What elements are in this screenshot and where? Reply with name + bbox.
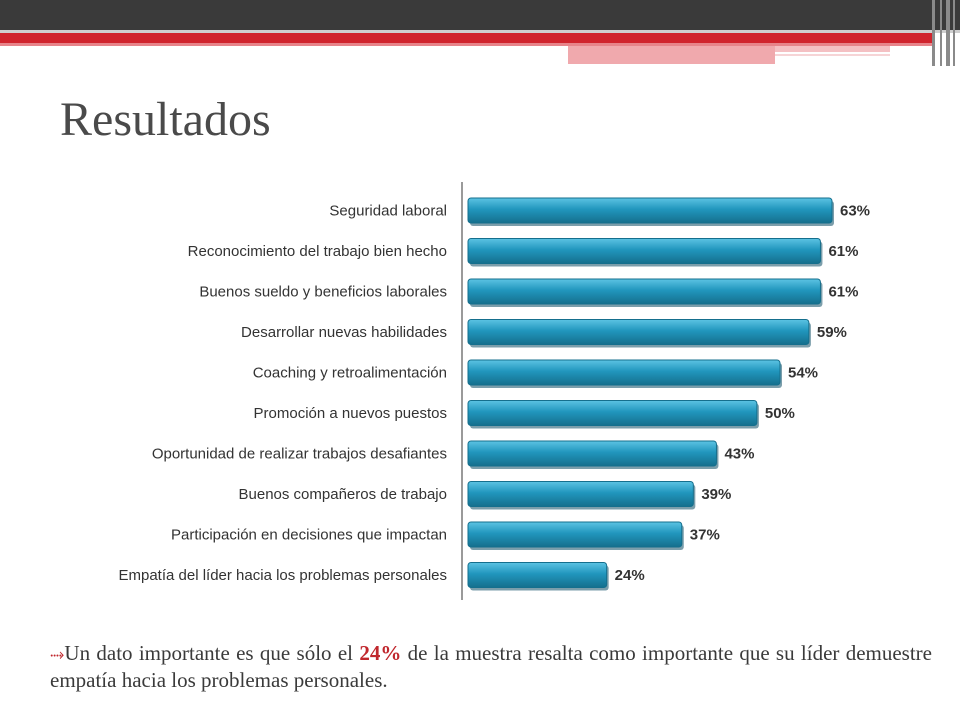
note-highlight: 24% [359,641,402,665]
value-label: 63% [840,203,870,220]
category-label: Promoción a nuevos puestos [254,405,447,422]
value-label: 61% [828,243,858,260]
header-pink-block [568,46,775,64]
header-pink-stripe [0,43,935,46]
value-label: 37% [690,527,720,544]
value-label: 43% [724,446,754,463]
note-text-after: de la muestra resalta como importante qu… [50,641,932,692]
bar [467,359,781,386]
header-vertical-line [940,0,942,66]
category-label: Buenos sueldo y beneficios laborales [199,284,447,301]
header-dark-bar [0,0,960,30]
value-label: 24% [615,567,645,584]
note-text-before: Un dato importante es que sólo el [64,641,360,665]
header-divider [0,30,960,33]
category-label: Coaching y retroalimentación [253,365,447,382]
header-vertical-line [953,0,955,66]
summary-note: ⤑Un dato importante es que sólo el 24% d… [50,640,932,693]
bullet-arrow-icon: ⤑ [50,644,65,664]
category-label: Reconocimiento del trabajo bien hecho [188,243,447,260]
header-light-line [775,54,890,56]
bar [467,400,758,426]
header-red-stripe [0,33,935,43]
bar [467,562,608,588]
header-pink-accent [775,46,890,52]
bar [467,278,821,305]
value-label: 39% [701,486,731,503]
value-label: 61% [828,284,858,301]
value-label: 59% [817,324,847,341]
category-label: Seguridad laboral [329,203,447,220]
value-label: 50% [765,405,795,422]
bar [467,440,717,467]
category-label: Desarrollar nuevas habilidades [241,324,447,341]
category-label: Buenos compañeros de trabajo [239,486,447,503]
category-label: Oportunidad de realizar trabajos desafia… [152,446,447,463]
bar [467,521,683,548]
bar [467,319,810,345]
bar [467,481,694,507]
category-label: Participación en decisiones que impactan [171,527,447,544]
header-vertical-line [946,0,950,66]
header-vertical-line [932,0,935,66]
category-label: Empatía del líder hacia los problemas pe… [118,567,447,584]
slide-title: Resultados [60,93,271,146]
bar [467,197,833,224]
bar [467,238,821,264]
value-label: 54% [788,365,818,382]
